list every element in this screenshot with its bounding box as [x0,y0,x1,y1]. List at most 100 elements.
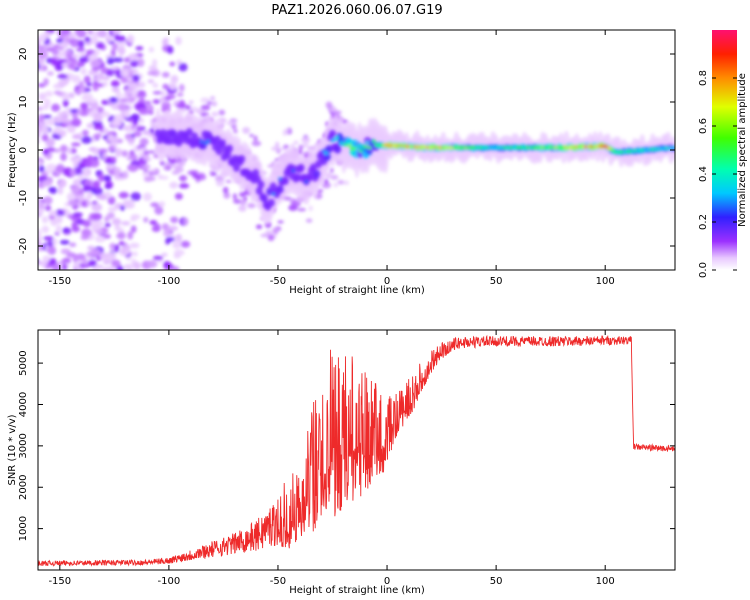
spectrogram-ridge-cell [238,154,246,163]
spectrogram-speckle [129,154,138,160]
spectrogram-speckle [102,266,108,270]
spectrogram-speckle [174,192,183,200]
spectrogram-speckle [38,208,45,215]
spectrogram-ridge-cell [159,129,167,138]
spectrogram-speckle [81,136,92,144]
spectrogram-speckle [125,264,133,270]
spectrogram-speckle [209,171,217,177]
spectrogram-speckle [79,111,89,117]
spectrogram-ridge-core [271,192,276,196]
spectrogram-speckle [38,92,47,101]
spectrogram-speckle [72,212,83,218]
spectrogram-speckle [82,168,90,178]
spectrogram-speckle [298,144,304,150]
spectrogram-speckle [330,174,339,180]
spectrogram-speckle [51,103,61,112]
spectrogram-speckle [190,172,198,176]
spectrogram-speckle [243,196,248,201]
spectrogram-speckle [136,58,145,67]
colorbar-tick-label: 0.4 [698,166,709,182]
spectrogram-speckle [215,175,225,183]
spectrogram-ridge-cell [334,145,342,154]
spectrogram-speckle [178,175,188,182]
spectrogram-speckle [128,118,134,123]
spectrogram-ridge-cell [224,150,232,159]
spectrogram-ytick-label: -10 [18,190,29,206]
spectrogram-speckle [111,119,120,128]
spectrogram-speckle [38,113,45,123]
spectrogram-speckle [59,239,70,245]
spectrogram-ytick-label: 20 [18,48,29,61]
spectrogram-speckle [127,53,139,61]
spectrogram-ridge-core [367,146,372,150]
snr-ytick-label: 2000 [18,475,29,500]
spectrogram-speckle [62,257,71,264]
spectrogram-speckle [74,30,84,35]
spectrogram-speckle [305,218,313,223]
spectrogram-speckle [57,51,67,58]
spectrogram-speckle [43,236,54,241]
snr-line [38,334,675,567]
spectrogram-speckle [122,170,129,179]
spectrogram-speckle [101,99,109,106]
spectrogram-speckle [76,61,85,68]
spectrogram-speckle [284,128,290,133]
spectrogram-speckle [38,106,43,111]
spectrogram-speckle [112,57,124,63]
spectrogram-speckle [160,90,167,96]
spectrogram-speckle [123,57,131,63]
spectrogram-speckle [38,159,42,167]
spectrogram-ridge-core [206,139,211,143]
snr-xlabel: Height of straight line (km) [289,585,425,596]
figure-title: PAZ1.2026.060.06.07.G19 [271,3,442,18]
snr-xtick-label: 100 [596,576,615,587]
spectrogram-speckle [251,140,262,147]
spectrogram-speckle [301,136,311,144]
snr-xtick-label: 0 [384,576,390,587]
spectrogram-speckle [188,100,194,105]
spectrogram-speckle [62,30,71,36]
spectrogram-speckle [82,219,92,228]
spectrogram-speckle [80,67,87,76]
spectrogram-speckle [106,212,115,219]
colorbar-tick-label: 0.6 [698,118,709,134]
spectrogram-speckle [42,119,48,128]
spectrogram-speckle [38,228,42,238]
snr-axes: -150 -100 -50 0 50 100 1000 2000 3000 4000 5000 [18,330,675,587]
spectrogram-speckle [92,180,101,189]
spectrogram-ridge-cell [313,169,321,178]
spectrogram-speckle [267,234,275,242]
spectrogram-speckle [83,75,91,84]
spectrogram-speckle [153,223,161,231]
spectrogram-speckle [72,134,81,140]
spectrogram-speckle [38,44,46,52]
spectrogram-speckle [61,92,70,101]
spectrogram-ridge-layer [154,127,675,211]
spectrogram-ridge-cell [253,175,261,184]
spectrogram-speckle [58,42,68,48]
spectrogram-speckle [45,163,57,172]
spectrogram-speckle [88,259,97,267]
spectrogram-speckle [129,69,139,74]
spectrogram-ridge-core [363,145,368,149]
spectrogram-speckle [38,199,43,207]
spectrogram-speckle [297,207,307,212]
spectrogram-speckle [176,102,186,109]
spectrogram-speckle [76,47,86,52]
spectrogram-speckle [62,98,69,108]
spectrogram-ridge-cell [226,144,234,153]
spectrogram-speckle [38,67,39,71]
spectrogram-speckle [161,223,170,231]
spectrogram-speckle [167,225,179,231]
spectrogram-speckle [69,38,81,48]
spectrogram-speckle [128,97,136,103]
spectrogram-speckle [163,229,171,237]
spectrogram-speckle [59,116,69,124]
spectrogram-speckle [126,34,135,44]
spectrogram-speckle [173,253,181,259]
spectrogram-speckle [90,103,99,110]
spectrogram-speckle [143,158,152,162]
colorbar-gradient [712,30,737,270]
spectrogram-speckle [86,201,92,206]
